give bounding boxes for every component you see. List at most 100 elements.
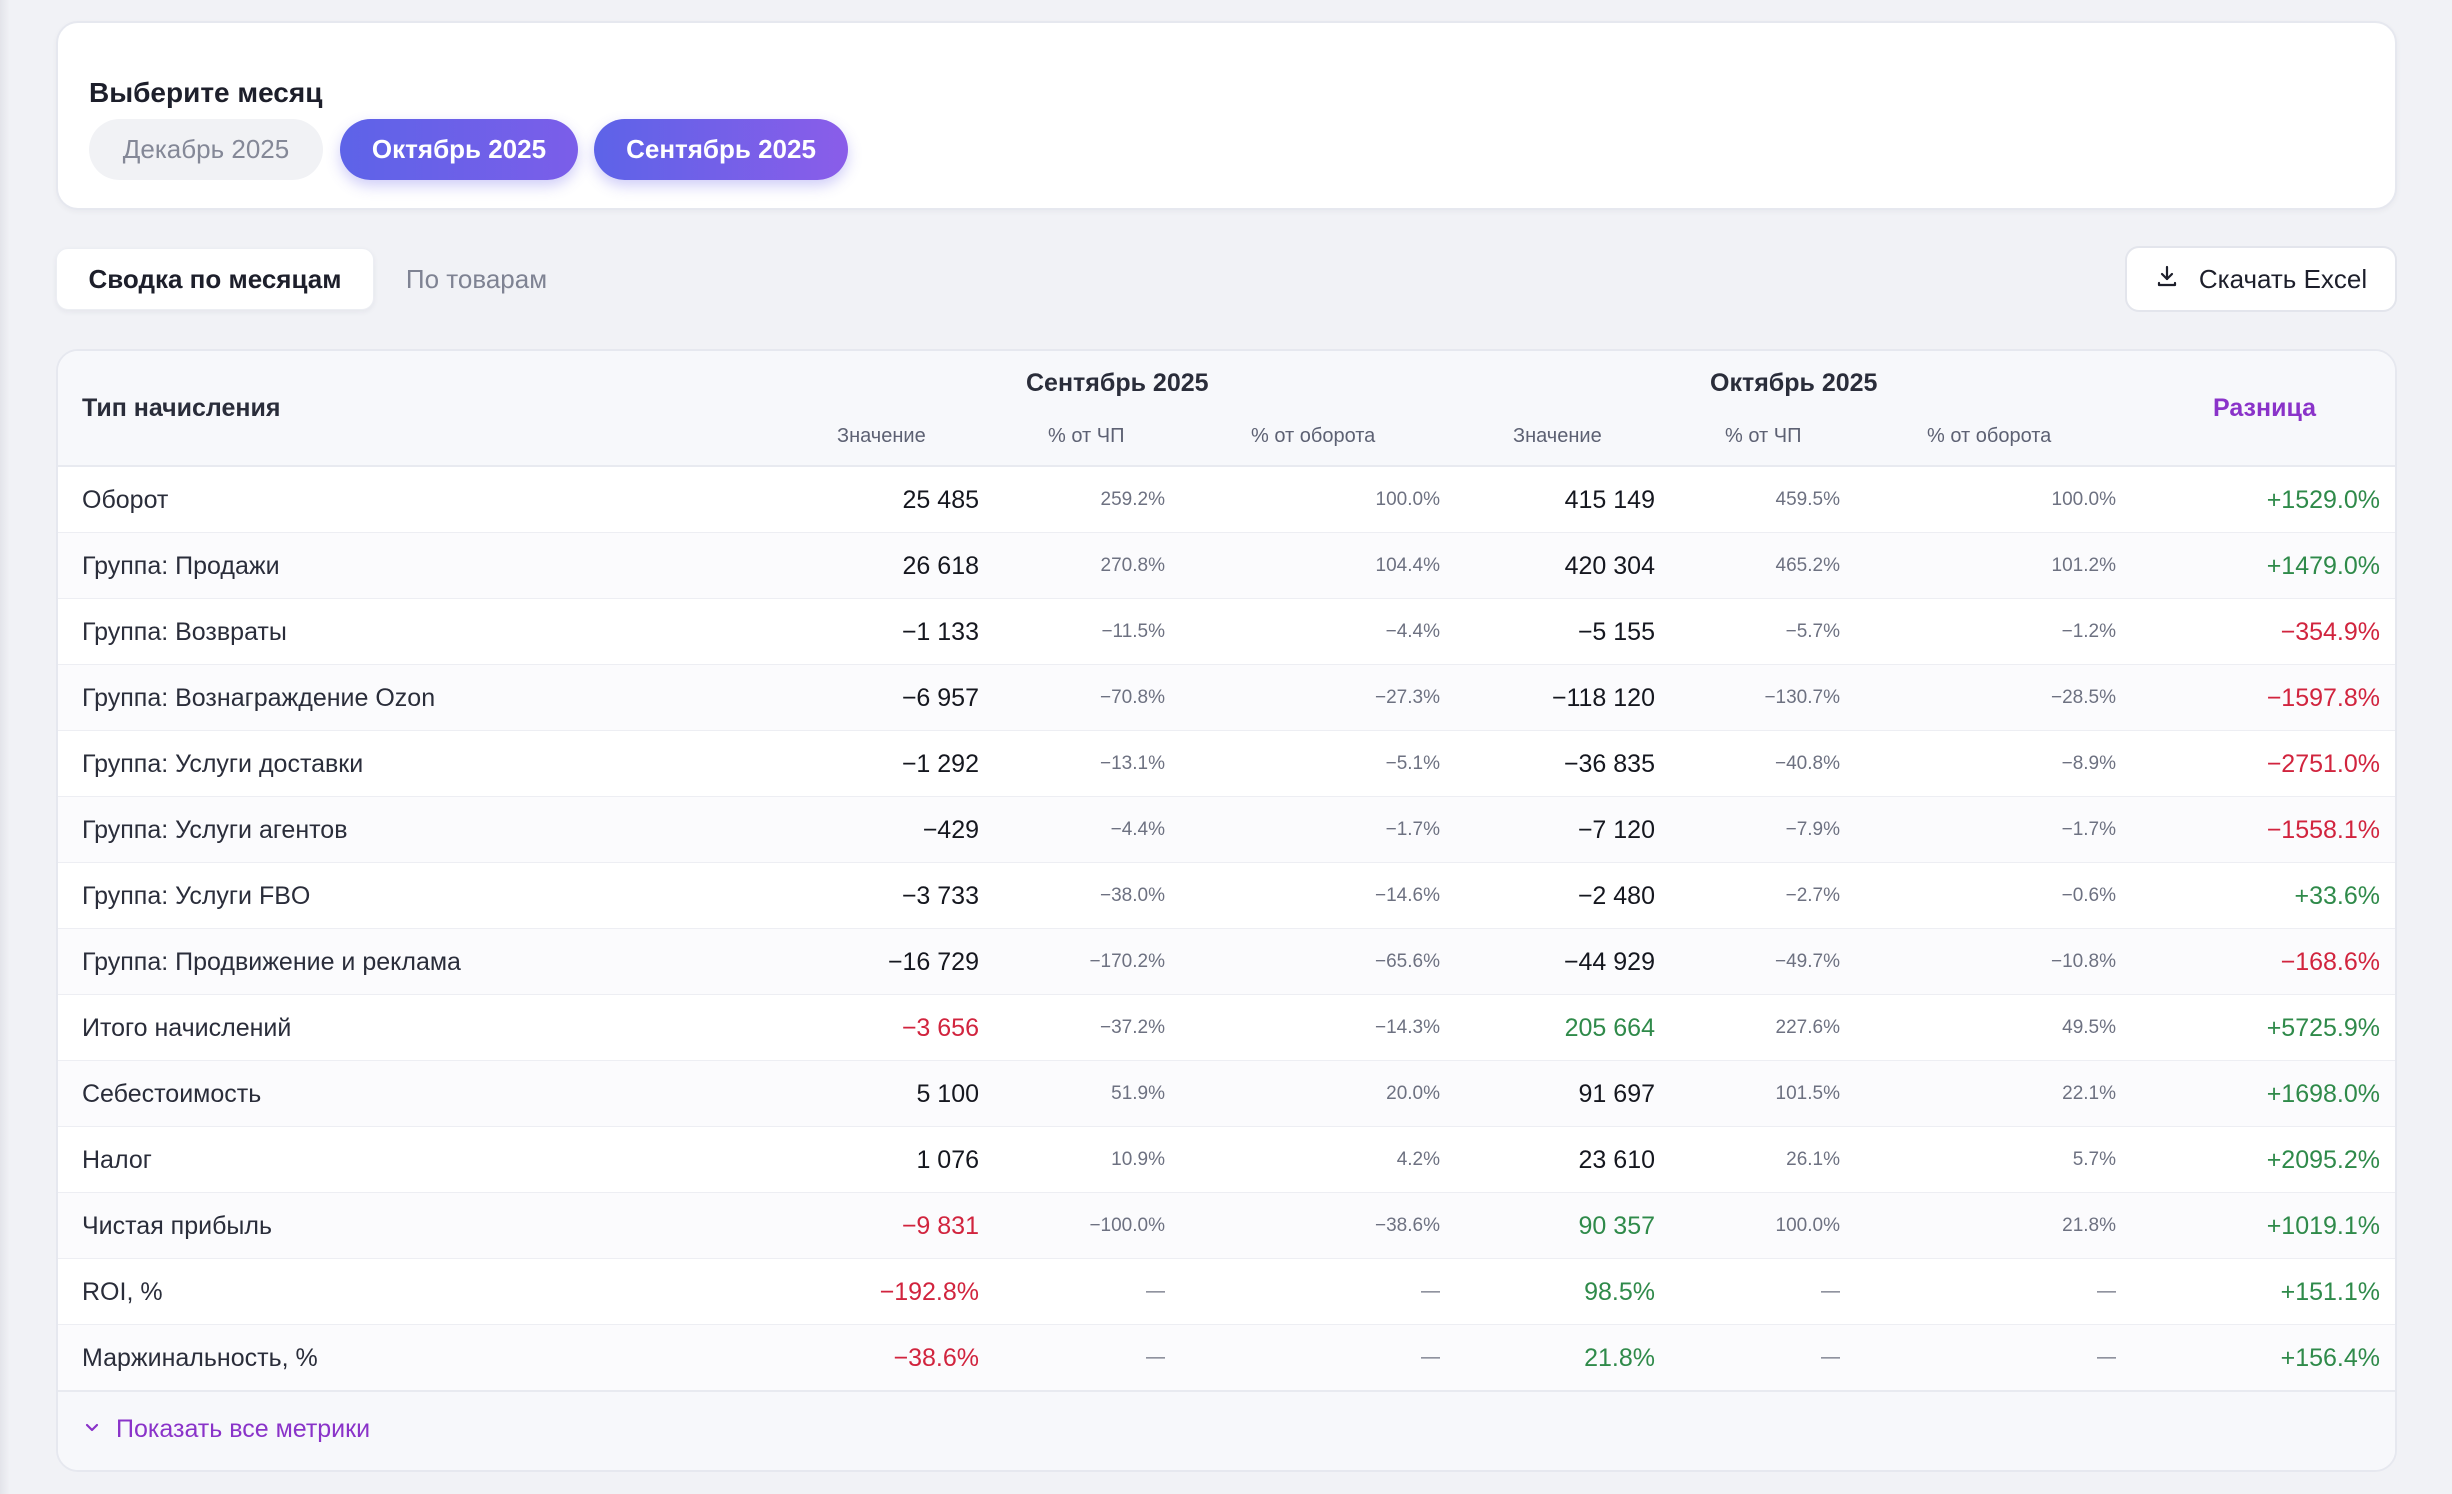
cell-p1-value: −3 733 xyxy=(901,882,979,910)
cell-p1-value: 1 076 xyxy=(916,1146,979,1174)
cell-row-name: Себестоимость xyxy=(82,1080,262,1108)
table-row: Маржинальность, % −38.6% — — 21.8% — — +156.4% xyxy=(58,1325,2395,1391)
cell-p2-pct-np: −5.7% xyxy=(1785,621,1840,642)
header-period-1: Сентябрь 2025 xyxy=(1026,369,1209,397)
header-p1-pct-turnover: % от оборота xyxy=(1251,425,1376,447)
cell-p2-pct-np: 459.5% xyxy=(1775,489,1840,510)
cell-p1-value: −3 656 xyxy=(901,1014,979,1042)
month-picker-card: Выберите месяц Декабрь 2025 Октябрь 2025… xyxy=(56,21,2397,210)
table-header: Тип начисления Сентябрь 2025 Значение % … xyxy=(58,351,2395,467)
month-chip-september[interactable]: Сентябрь 2025 xyxy=(594,119,848,180)
table-row: Группа: Возвраты −1 133 −11.5% −4.4% −5 155 −… xyxy=(58,599,2395,665)
cell-p2-pct-np: 101.5% xyxy=(1775,1083,1840,1104)
cell-p1-pct-np: −38.0% xyxy=(1100,885,1165,906)
cell-p2-pct-turnover: −28.5% xyxy=(2051,687,2116,708)
tab-by-products[interactable]: По товарам xyxy=(405,263,548,294)
cell-p1-value: −192.8% xyxy=(879,1278,979,1306)
cell-p2-pct-np: 465.2% xyxy=(1775,555,1840,576)
cell-p2-pct-turnover: −10.8% xyxy=(2051,951,2116,972)
month-picker-title: Выберите месяц xyxy=(89,77,323,108)
cell-row-name: Группа: Услуги FBO xyxy=(82,882,311,910)
cell-difference: +33.6% xyxy=(2294,882,2381,910)
cell-p1-pct-np: 10.9% xyxy=(1111,1149,1165,1170)
cell-row-name: Итого начислений xyxy=(82,1014,292,1042)
cell-row-name: Группа: Продвижение и реклама xyxy=(82,948,461,976)
cell-p1-pct-np: −4.4% xyxy=(1110,819,1165,840)
cell-row-name: Группа: Возвраты xyxy=(82,618,287,646)
cell-p1-pct-turnover: 100.0% xyxy=(1375,489,1440,510)
cell-p2-pct-turnover: 100.0% xyxy=(2051,489,2116,510)
cell-p2-pct-turnover: −1.2% xyxy=(2061,621,2116,642)
download-excel-button[interactable]: Скачать Excel xyxy=(2125,246,2397,312)
cell-p1-pct-np: −37.2% xyxy=(1100,1017,1165,1038)
cell-difference: −1558.1% xyxy=(2266,816,2380,844)
table-row: Чистая прибыль −9 831 −100.0% −38.6% 90 357 1… xyxy=(58,1193,2395,1259)
cell-p2-pct-np: — xyxy=(1821,1281,1840,1302)
cell-difference: −168.6% xyxy=(2280,948,2380,976)
summary-table: Тип начисления Сентябрь 2025 Значение % … xyxy=(56,349,2397,1472)
cell-difference: +1698.0% xyxy=(2266,1080,2380,1108)
cell-p2-pct-turnover: — xyxy=(2097,1281,2116,1302)
cell-row-name: Маржинальность, % xyxy=(82,1344,318,1372)
cell-p2-pct-turnover: 21.8% xyxy=(2062,1215,2116,1236)
cell-difference: +151.1% xyxy=(2280,1278,2380,1306)
table-footer: Показать все метрики xyxy=(58,1390,2395,1470)
cell-p1-value: −1 133 xyxy=(901,618,979,646)
cell-p1-pct-turnover: −1.7% xyxy=(1385,819,1440,840)
header-difference: Разница xyxy=(2213,394,2317,422)
cell-p2-pct-np: — xyxy=(1821,1347,1840,1368)
cell-p2-pct-turnover: 49.5% xyxy=(2062,1017,2116,1038)
cell-difference: +1479.0% xyxy=(2266,552,2380,580)
table-row: Группа: Вознаграждение Ozon −6 957 −70.8% −… xyxy=(58,665,2395,731)
cell-p1-pct-np: 259.2% xyxy=(1100,489,1165,510)
cell-difference: +5725.9% xyxy=(2266,1014,2380,1042)
cell-p2-value: 420 304 xyxy=(1564,552,1655,580)
cell-p1-value: 26 618 xyxy=(902,552,979,580)
show-all-metrics-label: Показать все метрики xyxy=(116,1415,371,1443)
table-row: ROI, % −192.8% — — 98.5% — — +151.1% xyxy=(58,1259,2395,1325)
cell-p1-pct-np: −100.0% xyxy=(1089,1215,1165,1236)
cell-p2-pct-turnover: −8.9% xyxy=(2061,753,2116,774)
header-p2-pct-np: % от ЧП xyxy=(1725,425,1802,447)
cell-p2-value: 23 610 xyxy=(1578,1146,1655,1174)
month-chip-december[interactable]: Декабрь 2025 xyxy=(89,119,323,180)
cell-p1-pct-turnover: 20.0% xyxy=(1386,1083,1440,1104)
view-tabs: Сводка по месяцам По товарам xyxy=(56,246,579,312)
cell-difference: +2095.2% xyxy=(2266,1146,2380,1174)
table-row: Налог 1 076 10.9% 4.2% 23 610 26.1% 5.7% +2095.… xyxy=(58,1127,2395,1193)
cell-p1-value: 25 485 xyxy=(902,486,979,514)
cell-row-name: Группа: Услуги доставки xyxy=(82,750,364,778)
table-row: Себестоимость 5 100 51.9% 20.0% 91 697 101.5%… xyxy=(58,1061,2395,1127)
cell-p2-value: 21.8% xyxy=(1584,1344,1655,1372)
cell-row-name: Налог xyxy=(82,1146,152,1174)
cell-p1-pct-np: −11.5% xyxy=(1101,621,1165,642)
cell-p2-value: 98.5% xyxy=(1584,1278,1655,1306)
cell-p1-pct-turnover: −65.6% xyxy=(1375,951,1440,972)
cell-p1-pct-turnover: 104.4% xyxy=(1375,555,1440,576)
table-row: Оборот 25 485 259.2% 100.0% 415 149 459.5% 100… xyxy=(58,467,2395,533)
show-all-metrics-link[interactable]: Показать все метрики xyxy=(82,1415,370,1444)
download-icon xyxy=(2155,264,2179,295)
cell-p1-value: −429 xyxy=(922,816,979,844)
cell-p2-pct-turnover: −1.7% xyxy=(2061,819,2116,840)
month-chip-october[interactable]: Октябрь 2025 xyxy=(340,119,578,180)
cell-p2-pct-np: −2.7% xyxy=(1785,885,1840,906)
cell-p1-pct-np: −13.1% xyxy=(1100,753,1165,774)
cell-row-name: Группа: Продажи xyxy=(82,552,280,580)
cell-p2-pct-np: −7.9% xyxy=(1785,819,1840,840)
header-p1-pct-np: % от ЧП xyxy=(1048,425,1125,447)
cell-p1-pct-np: — xyxy=(1146,1281,1165,1302)
header-p2-pct-turnover: % от оборота xyxy=(1927,425,2052,447)
cell-p1-pct-np: 51.9% xyxy=(1111,1083,1165,1104)
cell-p1-pct-turnover: 4.2% xyxy=(1396,1149,1440,1170)
cell-p2-pct-turnover: 22.1% xyxy=(2062,1083,2116,1104)
cell-p1-pct-turnover: −14.3% xyxy=(1375,1017,1440,1038)
table-row: Группа: Продвижение и реклама −16 729 −170… xyxy=(58,929,2395,995)
cell-p1-pct-turnover: — xyxy=(1421,1347,1440,1368)
table-row: Группа: Услуги FBO −3 733 −38.0% −14.6% −2 4… xyxy=(58,863,2395,929)
cell-p2-pct-np: 227.6% xyxy=(1775,1017,1840,1038)
cell-p2-value: −2 480 xyxy=(1577,882,1655,910)
tab-monthly-summary[interactable]: Сводка по месяцам xyxy=(56,248,374,310)
cell-p2-pct-np: 100.0% xyxy=(1775,1215,1840,1236)
cell-row-name: ROI, % xyxy=(82,1278,163,1306)
